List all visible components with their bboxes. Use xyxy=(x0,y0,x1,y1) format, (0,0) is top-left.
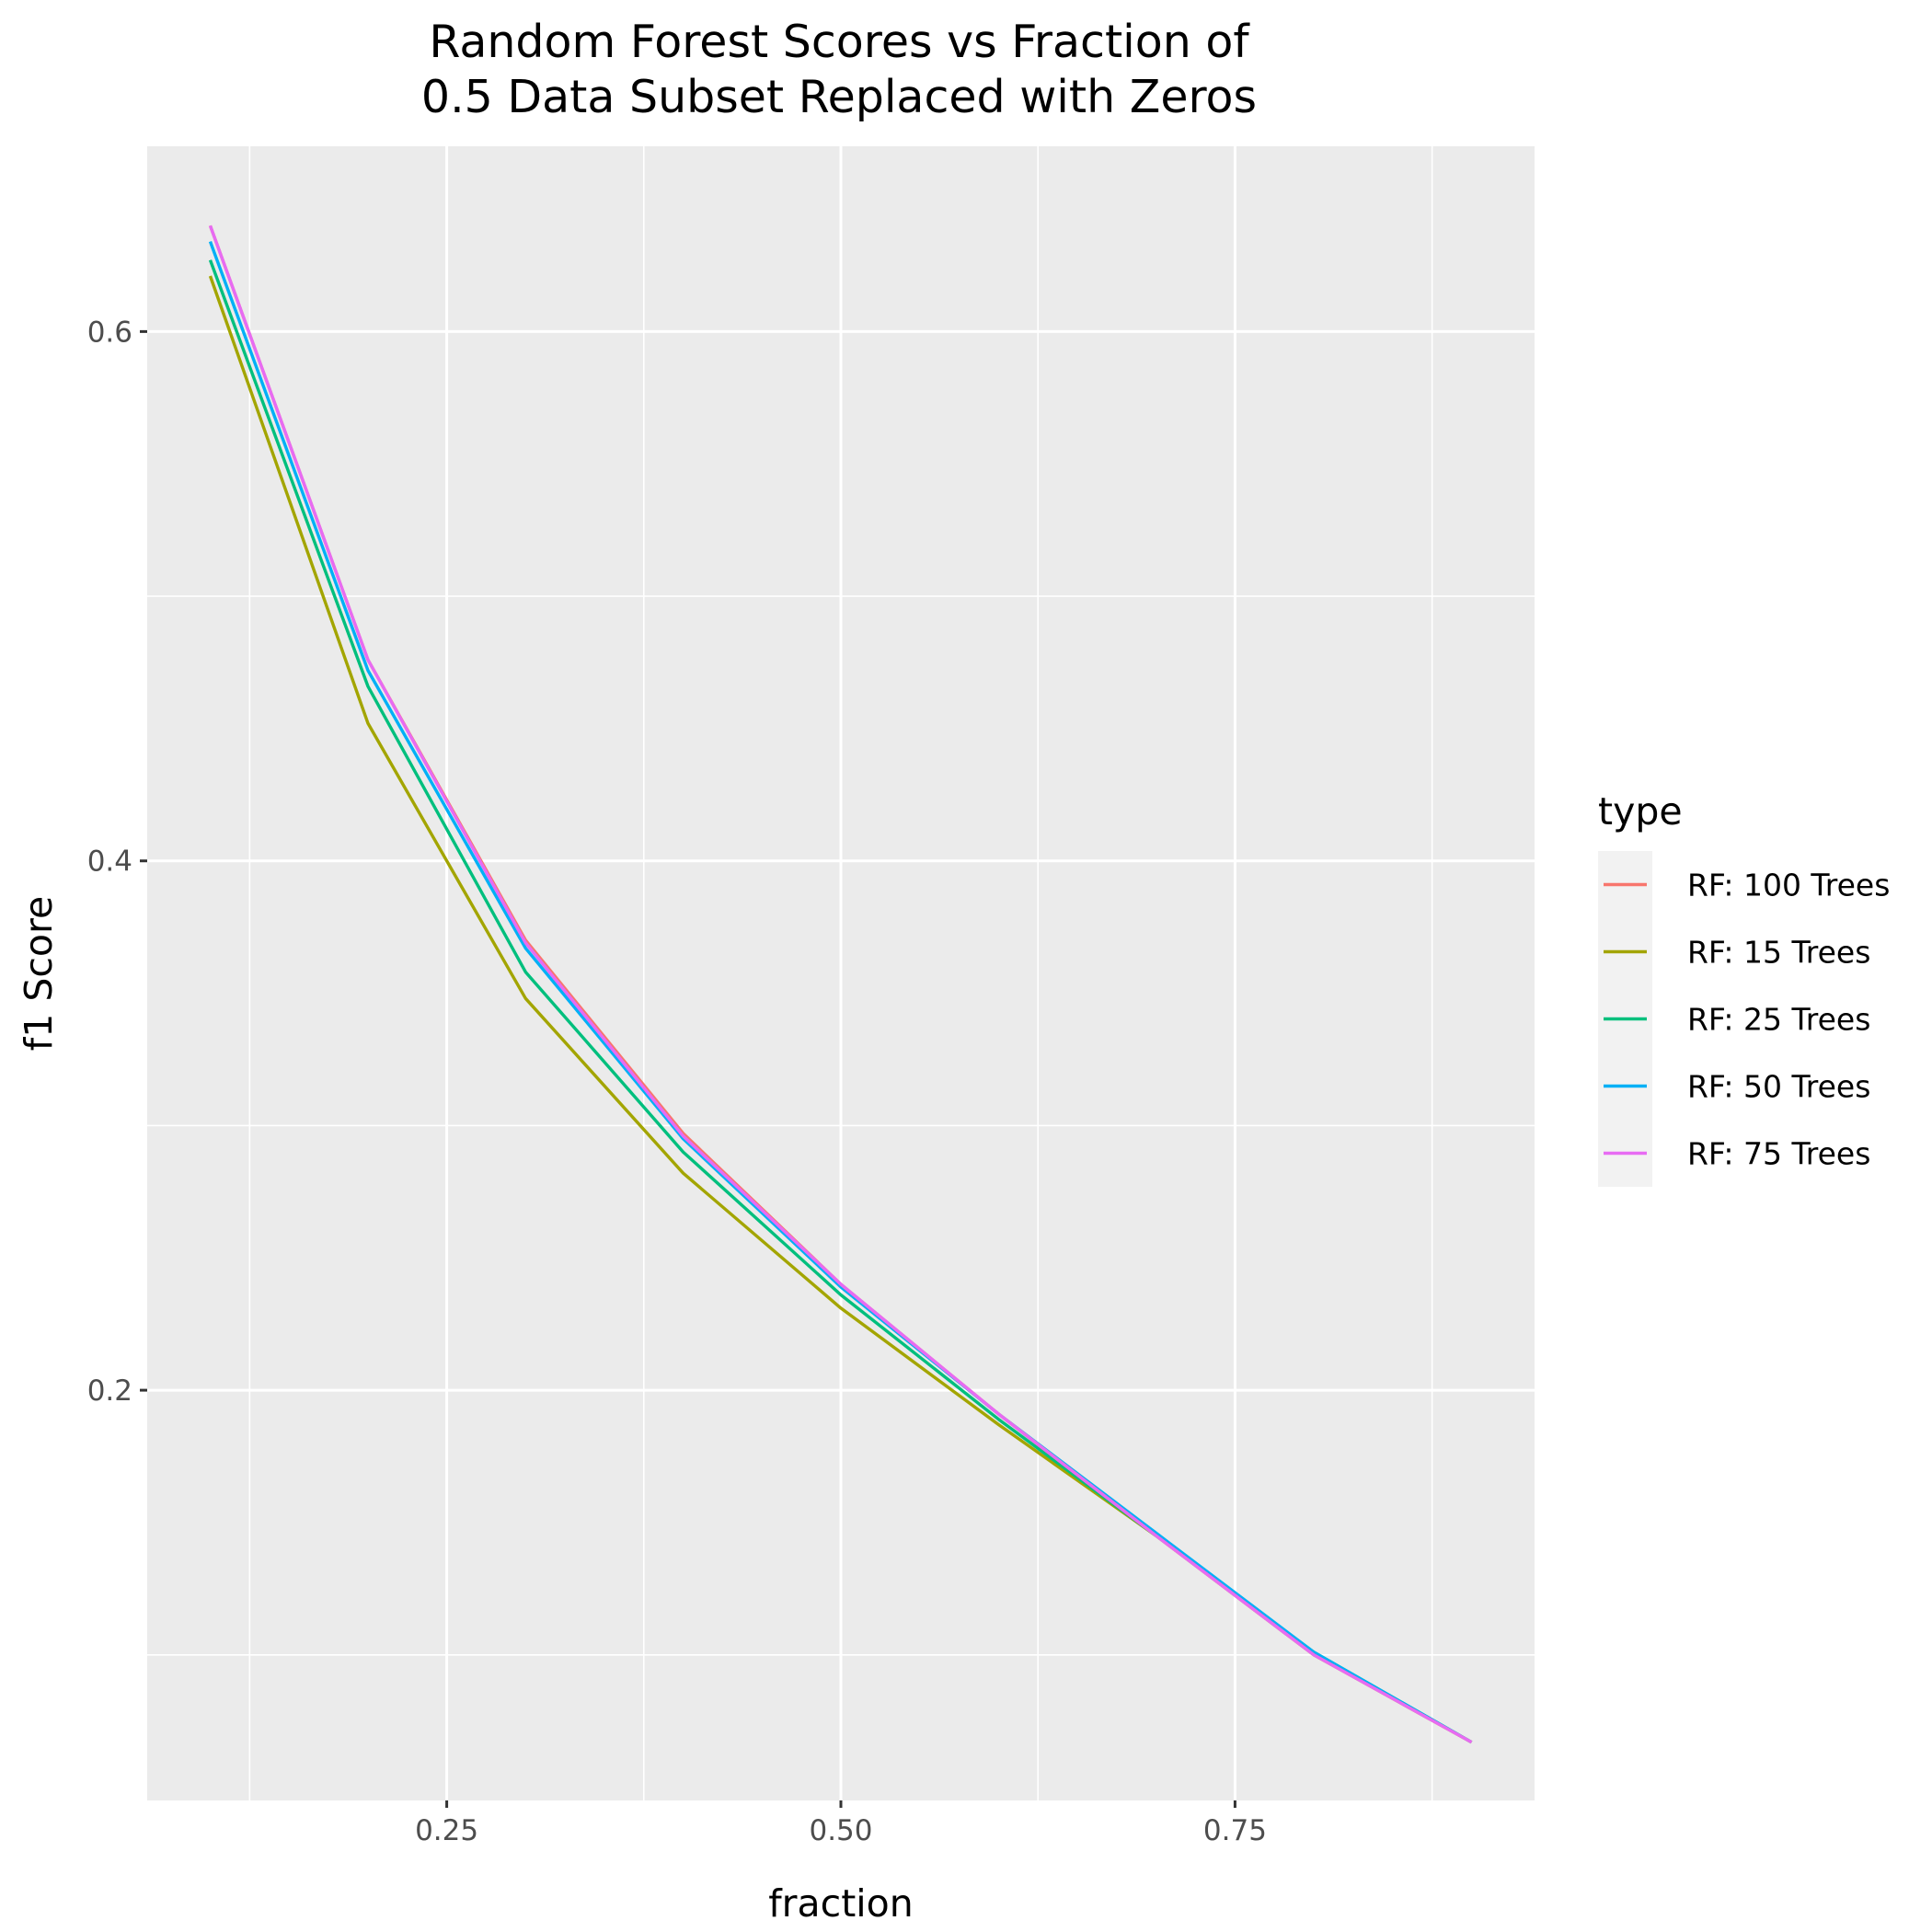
y-axis-title: f1 Score xyxy=(17,896,61,1051)
legend-label-rf-100-trees: RF: 100 Trees xyxy=(1687,868,1890,903)
x-axis: 0.25 0.50 0.75 xyxy=(415,1800,1267,1847)
major-gridlines xyxy=(147,146,1535,1800)
x-tick-label: 0.25 xyxy=(415,1814,478,1847)
x-axis-title: fraction xyxy=(768,1881,914,1926)
legend-label-rf-15-trees: RF: 15 Trees xyxy=(1687,935,1870,971)
legend-title: type xyxy=(1598,789,1683,834)
legend-label-rf-25-trees: RF: 25 Trees xyxy=(1687,1002,1870,1038)
chart-title-line-1: Random Forest Scores vs Fraction of xyxy=(429,16,1250,68)
series-line-rf-75-trees xyxy=(208,224,1473,1744)
legend-label-rf-75-trees: RF: 75 Trees xyxy=(1687,1136,1870,1172)
legend: type RF: 100 Trees RF: 15 Trees RF: 25 Tre… xyxy=(1598,789,1890,1187)
legend-label-rf-50-trees: RF: 50 Trees xyxy=(1687,1069,1870,1105)
y-axis: 0.2 0.4 0.6 xyxy=(87,316,147,1408)
series-lines xyxy=(208,224,1473,1744)
series-line-rf-50-trees xyxy=(208,241,1473,1744)
chart-title-line-2: 0.5 Data Subset Replaced with Zeros xyxy=(421,71,1257,123)
y-tick-label: 0.4 xyxy=(87,845,132,879)
y-tick-label: 0.2 xyxy=(87,1374,132,1408)
x-tick-label: 0.75 xyxy=(1203,1814,1267,1847)
y-tick-label: 0.6 xyxy=(87,316,132,349)
x-tick-label: 0.50 xyxy=(809,1814,872,1847)
